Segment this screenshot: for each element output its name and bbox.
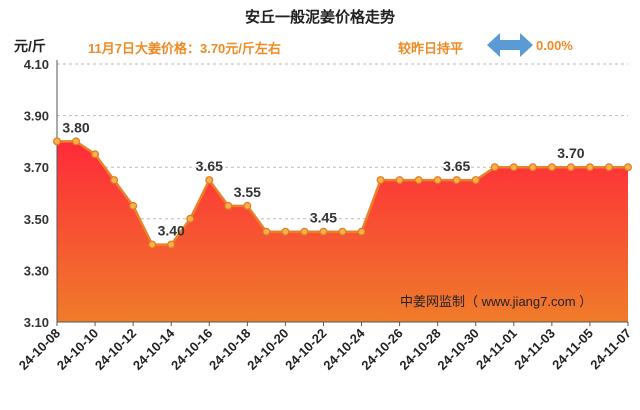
y-tick-label: 3.70 (24, 160, 49, 175)
data-point (129, 201, 138, 210)
x-tick-label: 24-11-01 (473, 326, 520, 373)
change-note: 较昨日持平 (398, 41, 464, 56)
y-tick-label: 3.50 (24, 212, 49, 227)
data-point (91, 150, 100, 159)
data-point (262, 227, 271, 236)
data-point (414, 176, 423, 185)
x-tick-label: 24-11-07 (587, 326, 634, 373)
x-tick-label: 24-11-05 (549, 326, 596, 373)
data-label: 3.65 (196, 158, 223, 174)
data-point (509, 163, 518, 172)
y-tick-label: 3.90 (24, 109, 49, 124)
data-point (205, 176, 214, 185)
y-tick-label: 3.10 (24, 315, 49, 330)
x-tick-label: 24-11-03 (511, 326, 558, 373)
change-percent: 0.00% (536, 38, 573, 53)
data-point (547, 163, 556, 172)
data-point (338, 227, 347, 236)
data-point (281, 227, 290, 236)
y-tick-label: 3.30 (24, 263, 49, 278)
data-point (471, 176, 480, 185)
watermark: 中姜网监制（ www.jiang7.com ） (400, 294, 592, 309)
data-point (395, 176, 404, 185)
data-point (566, 163, 575, 172)
data-label: 3.45 (310, 210, 337, 226)
data-point (72, 137, 81, 146)
data-point (623, 163, 632, 172)
left-right-arrow-icon (487, 33, 533, 57)
data-point (528, 163, 537, 172)
data-point (52, 137, 61, 146)
data-point (452, 176, 461, 185)
chart-title: 安丘一般泥姜价格走势 (244, 9, 395, 26)
data-label: 3.40 (158, 223, 185, 239)
data-label: 3.70 (557, 145, 584, 161)
data-point (604, 163, 613, 172)
y-axis-unit: 元/斤 (14, 38, 46, 54)
data-label: 3.80 (62, 119, 89, 135)
data-point (186, 214, 195, 223)
data-point (433, 176, 442, 185)
data-point (490, 163, 499, 172)
data-point (167, 240, 176, 249)
data-point (243, 201, 252, 210)
data-label: 3.65 (443, 158, 470, 174)
data-point (224, 201, 233, 210)
data-point (319, 227, 328, 236)
data-label: 3.55 (234, 184, 261, 200)
data-point (148, 240, 157, 249)
y-tick-label: 4.10 (24, 57, 49, 72)
price-note: 11月7日大姜价格：3.70元/斤左右 (88, 41, 281, 56)
data-point (357, 227, 366, 236)
data-point (110, 176, 119, 185)
data-point (585, 163, 594, 172)
data-point (300, 227, 309, 236)
x-tick-label: 24-10-30 (434, 326, 481, 373)
data-point (376, 176, 385, 185)
